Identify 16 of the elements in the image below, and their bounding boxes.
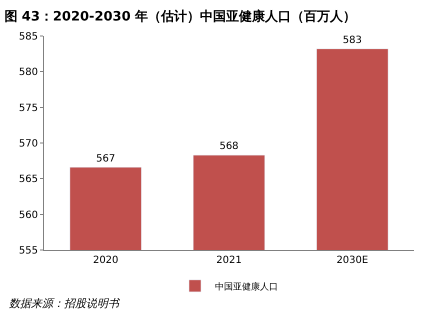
y-tick-label: 580 xyxy=(18,67,38,78)
y-tick-label: 575 xyxy=(18,102,38,114)
legend-label: 中国亚健康人口 xyxy=(215,281,278,292)
x-tick-label: 2021 xyxy=(216,255,242,266)
data-label: 567 xyxy=(96,153,116,164)
x-tick-label: 2020 xyxy=(92,255,118,266)
y-tick-label: 570 xyxy=(18,138,38,150)
data-label: 583 xyxy=(342,34,362,46)
y-tick-label: 585 xyxy=(18,32,38,42)
y-tick-label: 565 xyxy=(18,174,38,186)
x-tick-label: 2030E xyxy=(336,255,368,266)
source-note: 数据来源：招股说明书 xyxy=(9,297,121,310)
y-tick-label: 555 xyxy=(18,246,38,256)
chart-title: 图 43：2020-2030 年（估计）中国亚健康人口（百万人） xyxy=(4,8,356,24)
y-tick-label: 560 xyxy=(18,210,38,221)
data-label: 568 xyxy=(219,141,239,152)
